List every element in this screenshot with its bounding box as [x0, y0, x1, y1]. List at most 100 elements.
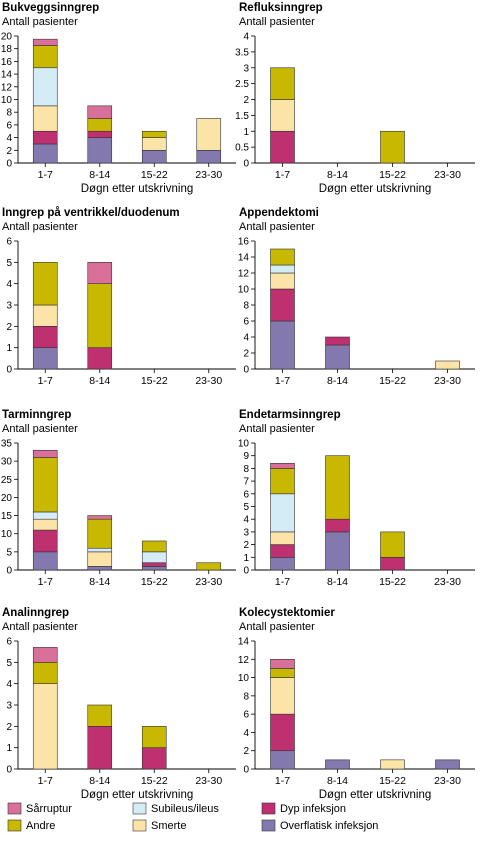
y-tick-label: 5 [6, 658, 12, 669]
bar-segment-andre [325, 455, 350, 520]
y-tick-label: 3 [243, 63, 249, 74]
bar-segment-overflatisk-infeksjon [435, 759, 460, 770]
y-tick-label: 6 [6, 237, 12, 248]
bar-segment-andre [270, 248, 295, 266]
bar-segment-smerte [32, 105, 58, 132]
bar-segment-dyp-infeksjon [32, 130, 58, 145]
bar-segment-andre [87, 704, 113, 727]
bar-segment-smerte [32, 304, 58, 327]
chart-title: Inngrep på ventrikkel/duodenum [2, 207, 180, 219]
x-tick-label: 15-22 [379, 576, 406, 588]
y-tick-label: 4 [6, 133, 12, 144]
bar-segment-andre [87, 118, 113, 132]
y-tick-label: 1 [6, 743, 12, 754]
legend-label-overflatisk-infeksjon: Overflatisk infeksjon [280, 820, 378, 832]
x-tick-label: 8-14 [89, 775, 110, 787]
y-tick-label: 4 [6, 679, 12, 690]
y-tick-label: 3 [6, 701, 12, 712]
x-tick-label: 8-14 [89, 169, 110, 181]
y-axis-label: Antall pasienter [2, 221, 78, 233]
chart-title: Endetarmsinngrep [239, 409, 341, 421]
bar-segment-subileus-ileus [32, 511, 58, 520]
bar-segment-overflatisk-infeksjon [325, 344, 350, 370]
y-axis-label: Antall pasienter [2, 621, 78, 633]
bar-segment-overflatisk-infeksjon [270, 320, 295, 370]
y-tick-label: 4 [243, 333, 249, 344]
y-tick-label: 8 [243, 691, 249, 702]
bar-segment-overflatisk-infeksjon [87, 137, 113, 164]
bar-segment-subileus-ileus [141, 551, 167, 564]
bar-segment-dyp-infeksjon [87, 130, 113, 138]
bar-segment-andre [141, 130, 167, 138]
bar-segment-dyp-infeksjon [141, 562, 167, 567]
bar-segment-andre [270, 67, 295, 100]
y-axis-label: Antall pasienter [2, 16, 78, 28]
y-tick-label: 2 [243, 95, 249, 106]
bar-segment-sarruptur [32, 449, 58, 458]
y-tick-label: 0 [6, 159, 12, 170]
bar-segment-andre [32, 457, 58, 513]
x-tick-label: 1-7 [275, 576, 290, 588]
x-tick-label: 1-7 [38, 576, 53, 588]
y-tick-label: 0 [6, 365, 12, 376]
y-tick-label: 10 [238, 439, 250, 450]
x-tick-label: 15-22 [379, 169, 406, 181]
y-tick-label: 12 [1, 82, 13, 93]
chart-title: Analinngrep [2, 607, 69, 619]
y-tick-label: 0 [243, 765, 249, 776]
x-tick-label: 23-30 [434, 576, 461, 588]
legend-swatch-andre [7, 819, 22, 832]
y-tick-label: 1 [243, 127, 249, 138]
y-tick-label: 0.5 [235, 143, 249, 154]
y-tick-label: 16 [1, 57, 13, 68]
y-tick-label: 3 [6, 301, 12, 312]
y-tick-label: 14 [238, 253, 250, 264]
y-tick-label: 20 [1, 493, 13, 504]
bar-segment-overflatisk-infeksjon [270, 750, 295, 770]
x-axis-label: Døgn etter utskrivning [319, 183, 432, 195]
y-tick-label: 10 [1, 95, 13, 106]
bar-segment-andre [270, 468, 295, 495]
y-axis-label: Antall pasienter [239, 16, 315, 28]
y-tick-label: 18 [1, 44, 13, 55]
x-tick-label: 15-22 [141, 775, 168, 787]
y-tick-label: 4 [243, 32, 249, 43]
y-tick-label: 2 [243, 746, 249, 757]
legend-label-smerte: Smerte [151, 820, 186, 832]
bar-segment-smerte [380, 759, 405, 770]
y-tick-label: 1 [243, 553, 249, 564]
bar-segment-dyp-infeksjon [32, 326, 58, 348]
bar-segment-andre [87, 518, 113, 549]
x-tick-label: 15-22 [141, 169, 168, 181]
x-tick-label: 1-7 [275, 375, 290, 387]
y-tick-label: 30 [1, 457, 13, 468]
y-tick-label: 0 [243, 365, 249, 376]
chart-title: Bukveggsinngrep [2, 2, 99, 14]
x-tick-label: 1-7 [38, 169, 53, 181]
bar-segment-dyp-infeksjon [87, 347, 113, 370]
bar-segment-dyp-infeksjon [325, 336, 350, 346]
y-tick-label: 6 [243, 317, 249, 328]
bar-segment-overflatisk-infeksjon [141, 150, 167, 164]
y-tick-label: 3 [243, 527, 249, 538]
y-tick-label: 10 [238, 673, 250, 684]
bar-segment-overflatisk-infeksjon [32, 347, 58, 370]
legend-label-sarruptur: Sårruptur [26, 803, 72, 815]
bar-segment-overflatisk-infeksjon [325, 759, 350, 770]
y-tick-label: 6 [6, 637, 12, 648]
legend-label-dyp-infeksjon: Dyp infeksjon [280, 803, 346, 815]
legend-swatch-smerte [132, 819, 147, 832]
bar-segment-smerte [141, 137, 167, 151]
y-tick-label: 6 [243, 489, 249, 500]
x-tick-label: 23-30 [434, 375, 461, 387]
y-tick-label: 2 [6, 722, 12, 733]
chart-title: Kolecystektomier [239, 607, 335, 619]
y-tick-label: 3.5 [235, 47, 249, 58]
bar-segment-overflatisk-infeksjon [32, 551, 58, 571]
y-tick-label: 25 [1, 475, 13, 486]
bar-segment-overflatisk-infeksjon [87, 566, 113, 571]
x-tick-label: 1-7 [275, 169, 290, 181]
y-tick-label: 4 [243, 515, 249, 526]
x-tick-label: 15-22 [379, 375, 406, 387]
